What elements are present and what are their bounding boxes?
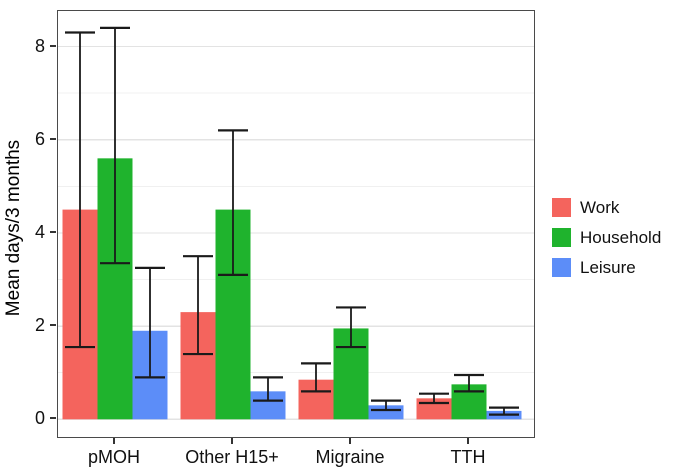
errorbar-Migraine-household: [336, 306, 366, 349]
plot-area: [58, 26, 534, 420]
x-tick-label-pMOH: pMOH: [87, 447, 140, 467]
legend-swatch-work: [552, 198, 571, 217]
bar-Migraine-leisure: [368, 405, 404, 420]
errorbar-Other-H15--work: [183, 255, 213, 356]
y-tick-label-6: 6: [34, 128, 45, 149]
errorbar-TTH-household: [454, 373, 484, 393]
errorbar-Other-H15--leisure: [253, 376, 283, 402]
x-tick-label-Other-H15-: Other H15+: [185, 447, 279, 467]
errorbar-Migraine-work: [301, 362, 331, 393]
x-tick-mark-pMOH: [113, 438, 115, 444]
y-tick-label-4: 4: [34, 221, 45, 242]
legend-entry-household: Household: [552, 228, 661, 247]
x-tick-mark-Migraine: [349, 438, 351, 444]
legend-label-work: Work: [580, 197, 620, 217]
y-tick-label-2: 2: [34, 315, 45, 336]
legend-label-household: Household: [580, 227, 662, 247]
errorbar-pMOH-leisure: [135, 266, 165, 379]
x-tick-mark-Other-H15-: [231, 438, 233, 444]
errorbar-TTH-leisure: [489, 406, 519, 416]
x-tick-label-TTH: TTH: [450, 447, 486, 467]
legend-swatch-leisure: [552, 258, 571, 277]
y-tick-mark-6: [50, 137, 56, 140]
x-tick-label-Migraine: Migraine: [315, 447, 385, 467]
y-tick-mark-2: [50, 324, 56, 327]
y-tick-mark-0: [50, 417, 56, 420]
y-tick-mark-8: [50, 44, 56, 47]
errorbar-pMOH-work: [65, 31, 95, 349]
y-tick-label-8: 8: [34, 35, 45, 56]
x-tick-mark-TTH: [467, 438, 469, 444]
legend-label-leisure: Leisure: [580, 257, 636, 277]
errorbar-pMOH-household: [100, 26, 130, 265]
y-tick-label-0: 0: [34, 408, 45, 429]
legend-entry-leisure: Leisure: [552, 258, 661, 277]
errorbar-TTH-work: [419, 392, 449, 405]
y-tick-mark-4: [50, 230, 56, 233]
legend-swatch-household: [552, 228, 571, 247]
legend: Work Household Leisure: [552, 198, 661, 288]
errorbar-Other-H15--household: [218, 129, 248, 276]
errorbar-Migraine-leisure: [371, 399, 401, 412]
legend-entry-work: Work: [552, 198, 661, 217]
plot-panel: [57, 10, 535, 438]
